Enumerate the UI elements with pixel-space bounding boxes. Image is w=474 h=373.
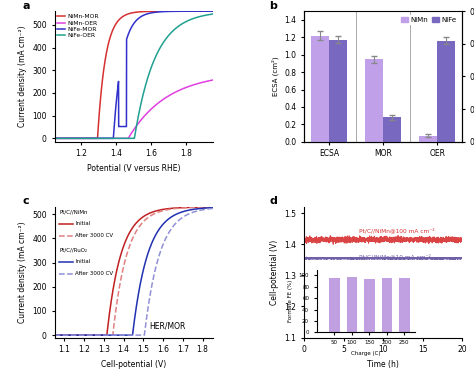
Legend: NiMn, NiFe: NiMn, NiFe [399, 15, 459, 25]
NiFe-MOR [124, 35, 130, 40]
NiFe-OER [176, 23, 182, 28]
Bar [365, 59, 383, 142]
NiFe-MOR [60, 136, 65, 141]
NiFe-MOR [176, 9, 182, 13]
NiMn-OER [176, 88, 182, 93]
Bar [311, 35, 329, 142]
NiMn-MOR [128, 11, 134, 15]
Line: NiFe-OER: NiFe-OER [55, 14, 212, 138]
Text: After 3000 CV: After 3000 CV [75, 271, 113, 276]
X-axis label: Potential (V versus RHE): Potential (V versus RHE) [87, 164, 180, 173]
Text: Pt/C//NiMn@10 mA cm⁻²: Pt/C//NiMn@10 mA cm⁻² [359, 254, 431, 260]
NiMn-OER [205, 79, 210, 83]
Text: c: c [23, 197, 29, 206]
Text: a: a [23, 1, 30, 10]
Line: NiMn-MOR: NiMn-MOR [55, 11, 212, 138]
Text: d: d [269, 197, 277, 206]
Text: After 3000 CV: After 3000 CV [75, 233, 113, 238]
NiFe-OER [60, 136, 65, 141]
NiFe-OER [124, 136, 130, 141]
Text: Initial: Initial [75, 259, 91, 264]
Text: Pt/C//RuO₂: Pt/C//RuO₂ [59, 248, 87, 253]
NiMn-MOR [176, 9, 182, 13]
NiFe-MOR [52, 136, 57, 141]
Bar [329, 40, 347, 142]
Y-axis label: Current density (mA cm⁻²): Current density (mA cm⁻²) [18, 26, 27, 127]
Line: NiFe-MOR: NiFe-MOR [55, 11, 212, 138]
NiFe-MOR [210, 9, 215, 13]
Bar [437, 41, 455, 142]
Y-axis label: Current density (mA cm⁻²): Current density (mA cm⁻²) [18, 222, 27, 323]
X-axis label: Cell-potential (V): Cell-potential (V) [101, 360, 166, 369]
NiMn-OER [60, 136, 65, 141]
NiFe-OER [205, 13, 211, 17]
Bar [419, 136, 437, 142]
NiFe-MOR [205, 9, 211, 13]
NiFe-OER [52, 136, 57, 141]
Text: HER/MOR: HER/MOR [149, 322, 186, 330]
NiMn-MOR [210, 9, 215, 13]
NiMn-OER [124, 136, 130, 141]
NiFe-OER [205, 13, 210, 17]
Text: Pt/C//NiMn: Pt/C//NiMn [59, 210, 88, 214]
NiMn-OER [210, 78, 215, 82]
NiMn-MOR [205, 9, 211, 13]
NiFe-OER [128, 136, 134, 141]
Y-axis label: Cell-potential (V): Cell-potential (V) [270, 240, 279, 305]
NiMn-MOR [60, 136, 65, 141]
NiMn-OER [52, 136, 57, 141]
Y-axis label: ECSA (cm²): ECSA (cm²) [271, 57, 279, 96]
Line: NiMn-OER: NiMn-OER [55, 80, 212, 138]
Bar [383, 117, 401, 142]
NiMn-OER [128, 131, 134, 135]
Text: Initial: Initial [75, 222, 91, 226]
Text: Pt/C//NiMn@100 mA cm⁻²: Pt/C//NiMn@100 mA cm⁻² [359, 228, 435, 233]
NiMn-OER [205, 79, 211, 83]
NiMn-MOR [124, 12, 130, 16]
Text: b: b [269, 1, 277, 10]
NiMn-MOR [52, 136, 57, 141]
NiMn-MOR [205, 9, 210, 13]
NiFe-MOR [128, 25, 134, 30]
Legend: NiMn-MOR, NiMn-OER, NiFe-MOR, NiFe-OER: NiMn-MOR, NiMn-OER, NiFe-MOR, NiFe-OER [57, 14, 99, 38]
X-axis label: Time (h): Time (h) [367, 360, 399, 369]
NiFe-OER [210, 12, 215, 16]
NiFe-MOR [205, 9, 210, 13]
